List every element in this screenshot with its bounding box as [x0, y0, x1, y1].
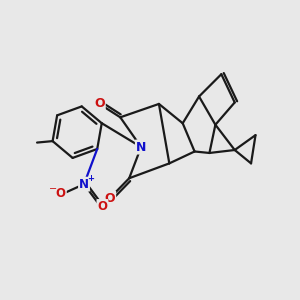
Text: O: O: [105, 192, 115, 205]
Text: O: O: [56, 188, 66, 200]
Text: −: −: [49, 184, 57, 194]
Text: N: N: [136, 140, 146, 154]
Text: N: N: [79, 178, 89, 191]
Text: O: O: [94, 98, 105, 110]
Text: O: O: [98, 200, 107, 213]
Text: +: +: [87, 174, 94, 183]
